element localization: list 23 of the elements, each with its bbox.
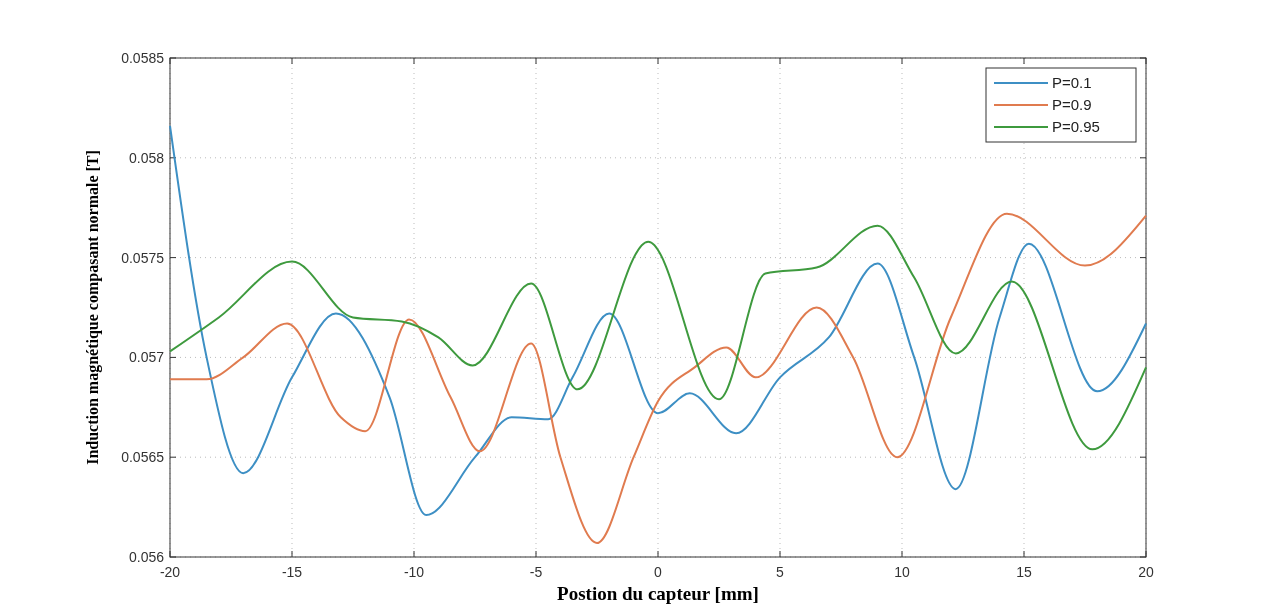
- y-tick-label: 0.0575: [121, 249, 165, 266]
- x-tick-label: -15: [281, 564, 303, 580]
- x-tick-label: 15: [1016, 564, 1032, 580]
- legend-label: P=0.95: [1052, 118, 1100, 136]
- x-tick-label: -20: [159, 564, 181, 580]
- x-tick-label: 10: [894, 564, 910, 580]
- x-axis-title: Postion du capteur [mm]: [557, 583, 759, 604]
- line-series: [169, 224, 1147, 451]
- x-tick-label: 20: [1138, 564, 1154, 580]
- line-series: [169, 124, 1147, 517]
- y-tick-label: 0.057: [128, 349, 165, 366]
- x-tick-label: -10: [403, 564, 425, 580]
- y-tick-label: 0.058: [128, 149, 165, 166]
- y-tick-label: 0.0585: [121, 49, 165, 66]
- x-tick-label: 5: [776, 564, 785, 580]
- x-tick-label: -5: [529, 564, 543, 580]
- legend-label: P=0.9: [1052, 96, 1092, 114]
- line-series: [169, 212, 1147, 545]
- y-tick-label: 0.056: [128, 548, 165, 565]
- y-tick-label: 0.0565: [121, 449, 165, 466]
- legend-label: P=0.1: [1052, 74, 1092, 92]
- x-tick-label: 0: [654, 564, 663, 580]
- y-axis-title: Induction magnétique compasant normale [T]: [84, 150, 102, 465]
